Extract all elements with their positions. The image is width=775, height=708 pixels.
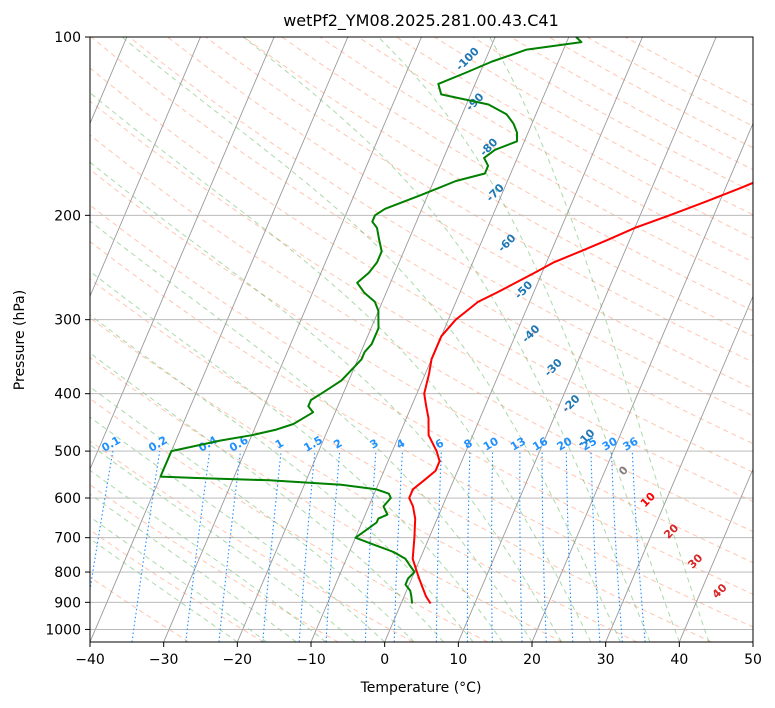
dry-adiabat-line [319, 37, 753, 287]
moist-adiabat-line [90, 493, 297, 642]
y-tick-label: 300 [54, 313, 81, 329]
dry-adiabat-line [90, 278, 712, 642]
mixing-ratio-line [185, 451, 211, 642]
y-axis-title: Pressure (hPa) [12, 290, 28, 390]
y-tick-label: 1000 [45, 622, 81, 638]
x-tick-label: 50 [744, 652, 762, 668]
y-tick-label: 800 [54, 565, 81, 581]
mixing-ratio-line [90, 451, 114, 594]
moist-adiabat-line [242, 37, 651, 642]
dry-adiabat-line [90, 484, 339, 642]
y-axis-ticks: 1000 900 800 700 600 500 400 300 200 100 [45, 30, 90, 638]
isotherm-line [605, 295, 753, 642]
moist-adiabat-line [121, 37, 621, 642]
chart-title: wetPf2_YM08.2025.281.00.43.C41 [283, 11, 559, 31]
dry-adiabat-line [129, 37, 753, 417]
moist-adiabat-line [90, 92, 592, 642]
moist-adiabats [90, 37, 710, 642]
dry-adiabat-line [205, 37, 753, 363]
pressure-gridlines [90, 37, 753, 630]
isotherm-line [236, 37, 496, 642]
moist-adiabat-line [90, 220, 533, 642]
x-axis-title: Temperature (°C) [360, 680, 482, 696]
isotherm-line [90, 37, 201, 298]
x-tick-label: −20 [223, 652, 253, 668]
x-tick-label: 40 [670, 652, 688, 668]
isotherm-line [90, 37, 349, 642]
dry-adiabat-line [90, 134, 753, 533]
mixing-ratio-lines [90, 451, 646, 642]
y-tick-label: 700 [54, 531, 81, 547]
isotherm-line [163, 37, 422, 642]
dewpoint-profile-line [159, 37, 583, 604]
moist-adiabat-line [90, 416, 386, 642]
y-tick-label: 600 [54, 491, 81, 507]
dry-adiabat-line [510, 37, 753, 171]
dry-adiabat-line [90, 37, 753, 445]
dry-adiabat-line [434, 37, 753, 216]
x-tick-label: 0 [380, 652, 389, 668]
x-tick-label: −40 [75, 652, 105, 668]
y-tick-label: 200 [54, 208, 81, 224]
x-tick-label: 30 [597, 652, 615, 668]
isotherm-line [384, 37, 643, 642]
x-tick-label: 10 [449, 652, 467, 668]
moist-adiabat-line [489, 37, 710, 642]
dry-adiabat-line [90, 168, 753, 564]
y-tick-label: 100 [54, 30, 81, 46]
x-tick-label: −30 [149, 652, 179, 668]
temperature-profile-line [408, 181, 753, 605]
dry-adiabat-line [90, 440, 414, 642]
dry-adiabat-line [396, 37, 753, 239]
x-axis-ticks: −40 −30 −20 −10 0 10 20 30 40 50 [75, 642, 762, 668]
mixing-ratio-line [218, 451, 242, 642]
isotherm-line [531, 122, 753, 642]
dry-adiabat-line [90, 67, 753, 473]
moist-adiabat-line [90, 469, 327, 642]
moist-adiabat-line [90, 444, 356, 642]
mixing-ratio-line [131, 451, 161, 642]
x-tick-label: 20 [523, 652, 541, 668]
y-tick-label: 400 [54, 387, 81, 403]
y-tick-label: 900 [54, 595, 81, 611]
moist-adiabat-line [90, 270, 503, 642]
plot-frame [89, 36, 754, 643]
dry-adiabat-line [548, 37, 753, 149]
isotherm-line [457, 37, 717, 642]
isotherm-line [678, 467, 753, 642]
moist-adiabat-line [90, 161, 562, 642]
dry-adiabat-line [90, 240, 753, 628]
x-tick-label: −10 [296, 652, 326, 668]
sounding-profiles [159, 37, 753, 605]
moist-adiabat-line [378, 37, 680, 642]
isotherm-line [90, 37, 275, 471]
dry-adiabat-line [167, 37, 753, 390]
y-tick-label: 500 [54, 444, 81, 460]
moist-adiabat-line [90, 386, 415, 642]
dry-adiabat-line [281, 37, 753, 312]
